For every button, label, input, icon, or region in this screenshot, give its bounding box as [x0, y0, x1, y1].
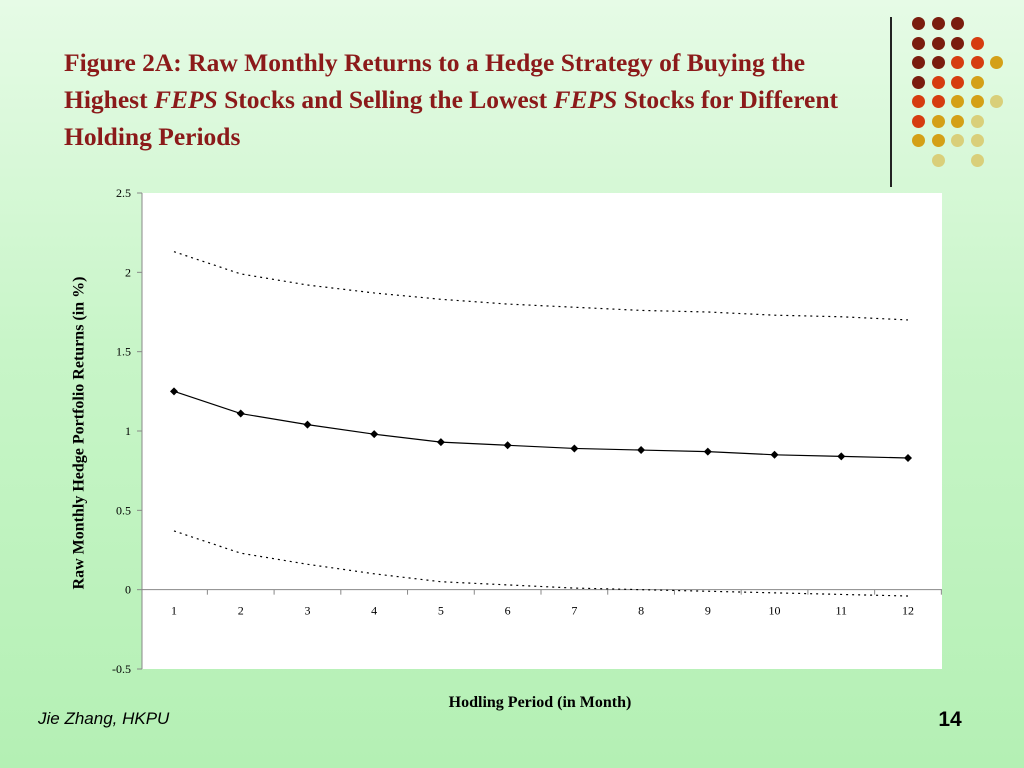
x-tick-label: 3	[304, 604, 310, 618]
decorative-dot	[931, 75, 945, 89]
y-tick-label: 0.5	[116, 503, 131, 517]
decorative-dot	[951, 17, 964, 30]
decorative-dot	[931, 153, 945, 167]
decorative-dot	[912, 75, 925, 89]
y-axis-title: Raw Monthly Hedge Portfolio Returns (in …	[70, 276, 88, 590]
decorative-dot	[931, 134, 945, 147]
slide-title: Figure 2A: Raw Monthly Returns to a Hedg…	[64, 44, 864, 155]
x-tick-label: 11	[835, 604, 847, 618]
chart-marks	[170, 251, 912, 597]
x-tick-label: 10	[769, 604, 781, 618]
decorative-dot	[951, 114, 964, 128]
y-tick-label: -0.5	[112, 662, 131, 676]
y-tick-label: 2	[125, 265, 131, 279]
title-text: Stocks and Selling the Lowest	[217, 85, 554, 114]
decorative-dot	[970, 114, 984, 128]
data-point-marker	[303, 420, 312, 429]
decorative-dot	[931, 114, 945, 128]
x-axis-title: Hodling Period (in Month)	[448, 694, 632, 711]
x-tick-label: 7	[571, 604, 577, 618]
footer-author: Jie Zhang, HKPU	[38, 709, 170, 728]
decorative-dot	[970, 134, 984, 147]
plot-area	[142, 193, 942, 669]
title-italic-term: FEPS	[553, 85, 618, 114]
x-tick-label: 6	[505, 604, 511, 618]
x-tick-label: 2	[238, 604, 244, 618]
data-point-marker	[770, 450, 779, 459]
decorative-dot	[970, 153, 984, 167]
decorative-dot	[931, 36, 945, 50]
decorative-dot	[931, 95, 945, 108]
data-point-marker	[370, 430, 379, 439]
x-tick-label: 12	[902, 604, 914, 618]
decorative-dot	[912, 36, 925, 50]
x-tick-label: 5	[438, 604, 444, 618]
decorative-dot	[951, 75, 964, 89]
decorative-dot	[951, 56, 964, 69]
decorative-dot	[970, 56, 984, 69]
decorative-dot	[931, 17, 945, 30]
title-italic-term: FEPS	[153, 85, 218, 114]
series-line-lower-bound	[173, 530, 909, 597]
data-point-marker	[236, 409, 245, 418]
y-tick-label: 1.5	[116, 345, 131, 359]
decorative-dot	[970, 36, 984, 50]
header-divider	[890, 17, 892, 187]
series-line-upper-bound	[173, 251, 909, 321]
title-text: Figure 2A: Raw Monthly Returns to a Hedg…	[64, 48, 806, 114]
x-tick-label: 4	[371, 604, 377, 618]
page-number: 14	[938, 708, 962, 731]
decorative-dot	[931, 56, 945, 69]
y-tick-label: 1	[125, 424, 131, 438]
decorative-dot	[951, 134, 964, 147]
data-point-marker	[503, 441, 512, 450]
axes: 2.521.510.50-0.51 2 3 4 5 6 7 8 9 10 11 12	[112, 186, 942, 676]
y-tick-label: 0	[125, 583, 131, 597]
data-point-marker	[837, 452, 846, 461]
data-point-marker	[637, 446, 646, 455]
decorative-dot	[912, 95, 925, 108]
decorative-dot	[970, 95, 984, 108]
decorative-dot	[912, 17, 925, 30]
decorative-dot	[990, 56, 1003, 69]
data-point-marker	[170, 387, 178, 396]
title-text: Stocks for Different Holding Periods	[64, 85, 839, 151]
decorative-dot	[990, 95, 1003, 108]
series-line-returns	[173, 390, 909, 459]
decorative-dot	[912, 56, 925, 69]
decorative-dot	[951, 95, 964, 108]
decorative-dot	[970, 75, 984, 89]
data-point-marker	[436, 438, 445, 447]
decorative-dot	[951, 36, 964, 50]
decorative-dot-grid	[905, 10, 1024, 170]
x-tick-label: 9	[705, 604, 711, 618]
data-point-marker	[570, 444, 579, 453]
decorative-dot	[912, 114, 925, 128]
y-tick-label: 2.5	[116, 186, 131, 200]
decorative-dot	[912, 134, 925, 147]
data-point-marker	[904, 453, 912, 462]
x-tick-label: 1	[171, 604, 177, 618]
x-tick-label: 8	[638, 604, 644, 618]
data-point-marker	[703, 447, 712, 456]
